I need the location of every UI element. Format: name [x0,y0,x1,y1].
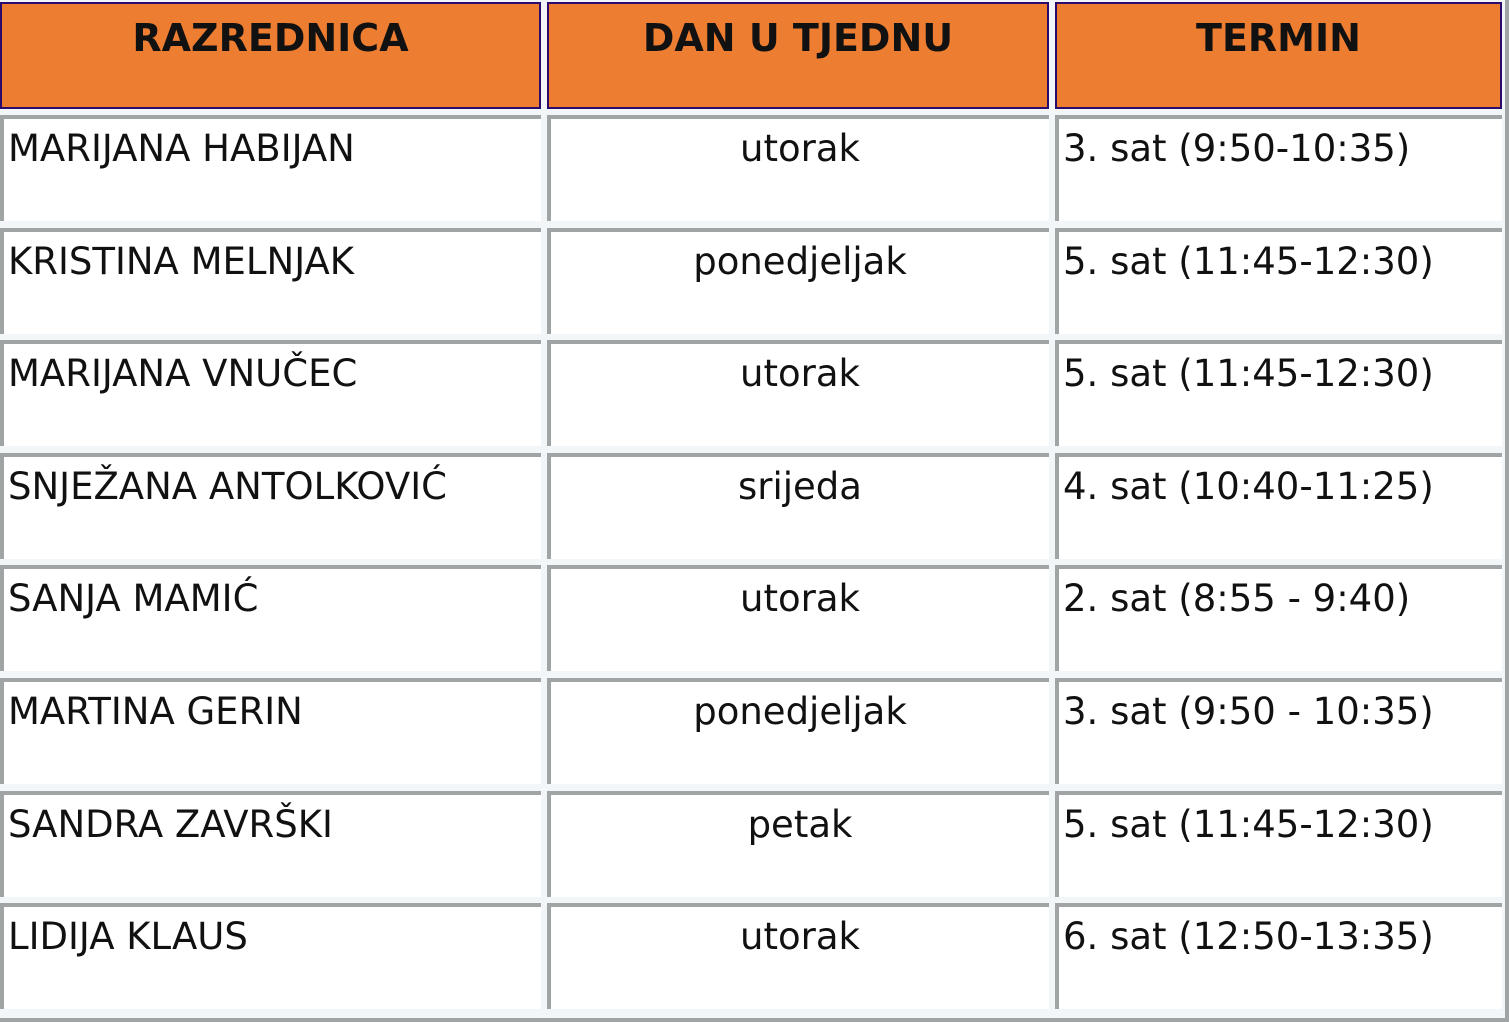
table-cell-day: petak [547,790,1049,897]
table-cell-day: utorak [547,565,1049,672]
table-cell-time: 2. sat (8:55 - 9:40) [1055,565,1502,672]
header-day: DAN U TJEDNU [547,2,1049,109]
table-cell-teacher: SNJEŽANA ANTOLKOVIĆ [0,452,541,559]
table-cell-teacher: MARIJANA HABIJAN [0,115,541,221]
table-cell-time: 5. sat (11:45-12:30) [1055,227,1502,334]
table-cell-day: srijeda [547,452,1049,559]
table-cell-teacher: SANJA MAMIĆ [0,565,541,672]
table-cell-day: ponedjeljak [547,678,1049,784]
table-cell-day: utorak [547,903,1049,1010]
table-cell-teacher: MARTINA GERIN [0,678,541,784]
table-cell-teacher: KRISTINA MELNJAK [0,227,541,334]
header-teacher: RAZREDNICA [0,2,541,109]
table-cell-time: 3. sat (9:50 - 10:35) [1055,678,1502,784]
table-cell-teacher: MARIJANA VNUČEC [0,340,541,447]
table-cell-day: ponedjeljak [547,227,1049,334]
table-cell-day: utorak [547,115,1049,221]
header-time: TERMIN [1055,2,1502,109]
table-cell-time: 5. sat (11:45-12:30) [1055,340,1502,447]
table-cell-teacher: LIDIJA KLAUS [0,903,541,1010]
table-cell-time: 4. sat (10:40-11:25) [1055,452,1502,559]
table-cell-teacher: SANDRA ZAVRŠKI [0,790,541,897]
table-cell-time: 5. sat (11:45-12:30) [1055,790,1502,897]
table-cell-time: 6. sat (12:50-13:35) [1055,903,1502,1010]
table-cell-time: 3. sat (9:50-10:35) [1055,115,1502,221]
table-cell-day: utorak [547,340,1049,447]
